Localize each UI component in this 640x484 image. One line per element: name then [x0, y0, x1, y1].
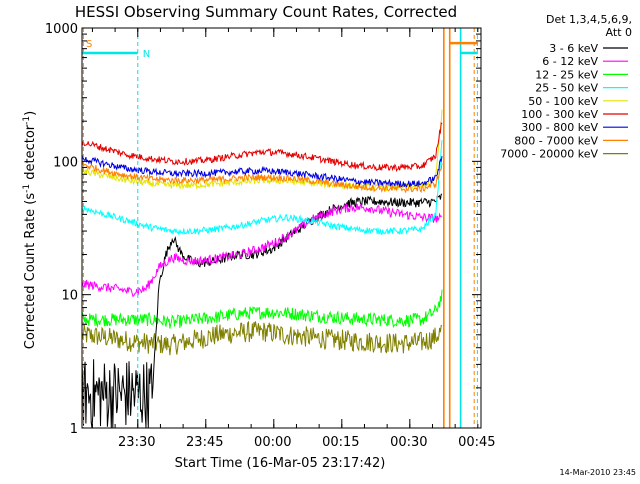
legend-item: 800 - 7000 keV [514, 134, 628, 147]
y-tick-label: 1000 [45, 22, 78, 37]
series-300-800-kev [81, 155, 443, 188]
axes: 1 10 100 1000 23:30 23:45 00:00 00:15 00:30 00:45 [45, 22, 496, 450]
plot-frame [81, 27, 482, 429]
legend-title-line-2: Att 0 [606, 26, 632, 39]
series-line [81, 289, 443, 329]
x-tick-label: 23:30 [118, 435, 155, 450]
legend-title-line-1: Det 1,3,4,5,6,9, [546, 13, 632, 26]
legend-item-label: 50 - 100 keV [528, 95, 598, 108]
y-tick-label: 10 [61, 289, 78, 304]
series-line [81, 193, 443, 429]
y-axis-label: Corrected Count Rate (s-1 detector-1) [22, 111, 38, 349]
series-line [81, 121, 443, 173]
flag-label-s: S [86, 39, 92, 50]
legend-item-label: 7000 - 20000 keV [500, 148, 598, 161]
legend-item: 12 - 25 keV [535, 68, 628, 81]
x-tick-label: 00:30 [390, 435, 427, 450]
y-axis-label-sup2: -1 [22, 116, 32, 125]
y-tick-label: 100 [53, 155, 78, 170]
series-line [81, 203, 443, 297]
flag-markers: SN [82, 39, 478, 60]
legend-item-label: 100 - 300 keV [521, 108, 598, 121]
legend-item: 100 - 300 keV [521, 108, 628, 121]
x-tick-label: 00:45 [458, 435, 495, 450]
series-6-12-kev [81, 203, 443, 297]
series-100-300-kev [81, 121, 443, 173]
series-7000-20000-kev [81, 320, 443, 356]
legend-item-label: 25 - 50 keV [535, 82, 598, 95]
legend-item-label: 800 - 7000 keV [514, 134, 598, 147]
legend-item: 50 - 100 keV [528, 95, 628, 108]
legend-item: 300 - 800 keV [521, 121, 628, 134]
chart-title: HESSI Observing Summary Count Rates, Cor… [75, 3, 457, 21]
x-tick-label: 00:15 [322, 435, 359, 450]
y-axis-label-end: ) [23, 111, 38, 116]
y-axis-label-mid: detector [23, 124, 38, 184]
legend-item-label: 3 - 6 keV [549, 42, 598, 55]
series-line [81, 320, 443, 356]
series-line [81, 155, 443, 188]
series-layer [81, 109, 443, 429]
y-axis-label-sup1: -1 [22, 184, 32, 193]
series-800-7000-kev [81, 161, 443, 194]
y-tick-label: 1 [70, 422, 78, 437]
legend-item-label: 300 - 800 keV [521, 121, 598, 134]
x-tick-label: 00:00 [254, 435, 291, 450]
legend-item: 6 - 12 keV [542, 55, 628, 68]
legend-item-label: 6 - 12 keV [542, 55, 598, 68]
series-25-50-kev [81, 140, 443, 236]
y-axis-label-main: Corrected Count Rate (s [23, 193, 38, 350]
series-3-6-kev [81, 193, 443, 429]
series-line [81, 161, 443, 194]
flag-label-n: N [143, 49, 150, 60]
legend-item: 3 - 6 keV [549, 42, 628, 55]
series-line [81, 140, 443, 236]
legend-item: 7000 - 20000 keV [500, 148, 628, 161]
x-axis-label: Start Time (16-Mar-05 23:17:42) [175, 456, 386, 471]
series-12-25-kev [81, 289, 443, 329]
legend-item-label: 12 - 25 keV [535, 68, 598, 81]
footer-date: 14-Mar-2010 23:45 [560, 468, 637, 477]
event-markers [82, 28, 478, 428]
legend-item: 25 - 50 keV [535, 82, 628, 95]
x-tick-label: 23:45 [186, 435, 223, 450]
